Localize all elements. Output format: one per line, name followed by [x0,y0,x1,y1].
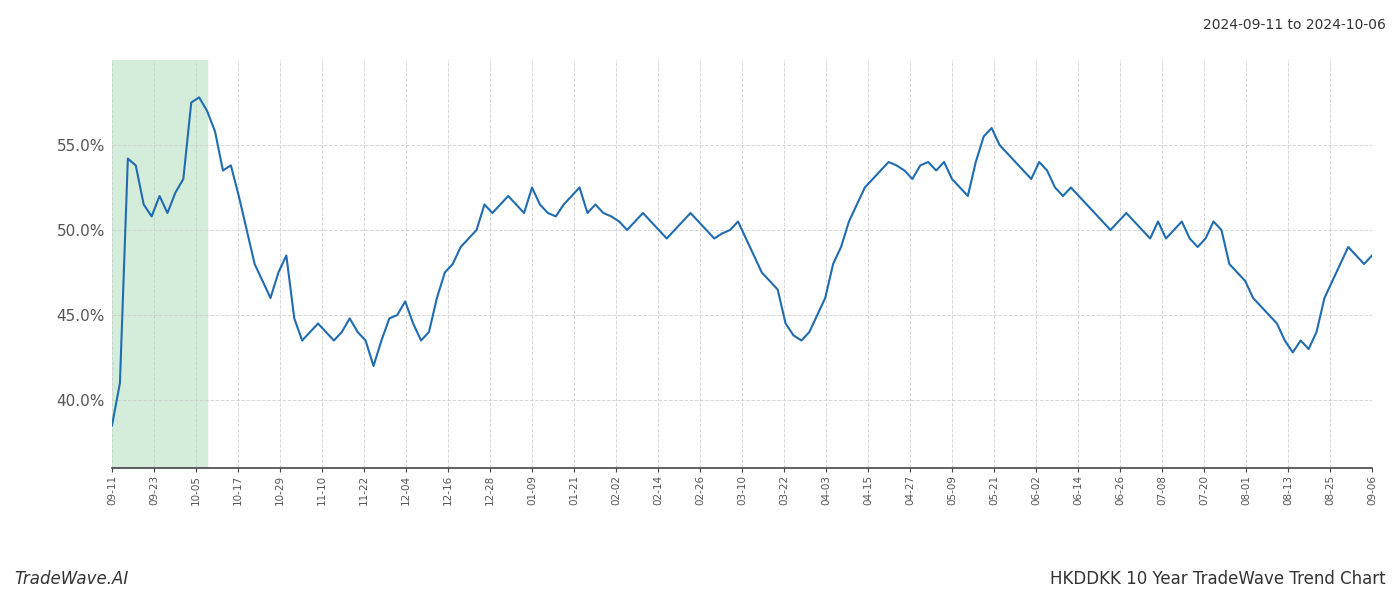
Bar [112,60,207,468]
Text: HKDDKK 10 Year TradeWave Trend Chart: HKDDKK 10 Year TradeWave Trend Chart [1050,570,1386,588]
Text: TradeWave.AI: TradeWave.AI [14,570,129,588]
Text: 2024-09-11 to 2024-10-06: 2024-09-11 to 2024-10-06 [1203,18,1386,32]
